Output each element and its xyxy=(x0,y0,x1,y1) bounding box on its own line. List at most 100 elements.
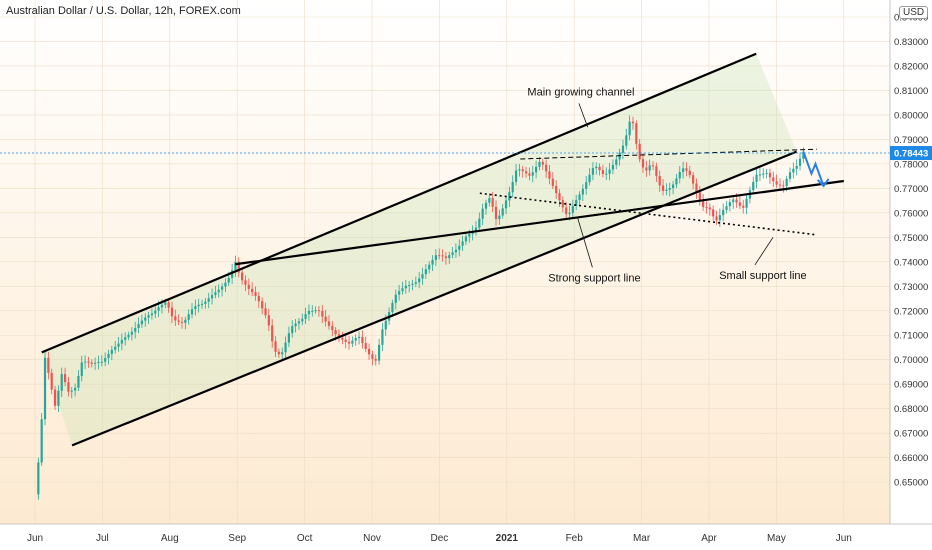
candle-body xyxy=(424,269,427,275)
candle-body xyxy=(180,321,184,323)
candle-body xyxy=(444,256,448,259)
candle-body xyxy=(374,358,377,361)
strong-support-line xyxy=(235,179,844,266)
candle-body xyxy=(508,192,511,201)
candle-body xyxy=(210,295,214,299)
candle-body xyxy=(585,182,588,189)
candle-body xyxy=(331,325,334,331)
candle-body xyxy=(738,202,741,206)
candle-body xyxy=(134,328,137,332)
candle-body xyxy=(194,306,197,310)
candle-body xyxy=(110,349,113,354)
projection-arrowhead xyxy=(816,178,830,188)
candle-body xyxy=(371,354,374,359)
price-tag-label: 0.78443 xyxy=(894,149,928,160)
candle-body xyxy=(398,291,401,295)
candle-body xyxy=(190,309,194,315)
candle-body xyxy=(541,161,544,165)
candle-body xyxy=(414,282,417,284)
candle-body xyxy=(120,339,123,344)
candle-body xyxy=(130,331,133,335)
annotation-label: Small support line xyxy=(719,270,806,282)
candle-body xyxy=(264,308,267,316)
candle-body xyxy=(798,158,802,166)
candle-body xyxy=(57,390,60,406)
x-tick-label: Sep xyxy=(228,533,246,544)
x-tick-label: Feb xyxy=(566,533,584,544)
candle-body xyxy=(461,241,464,246)
candle-body xyxy=(802,151,805,159)
candle-body xyxy=(90,362,93,364)
candle-body xyxy=(571,206,574,213)
y-tick-label: 0.65000 xyxy=(894,478,928,489)
candle-body xyxy=(418,278,421,283)
candle-body xyxy=(661,185,665,191)
candle-body xyxy=(605,173,608,175)
candle-body xyxy=(758,174,762,176)
candle-body xyxy=(200,303,204,305)
candle-body xyxy=(705,207,708,209)
candle-body xyxy=(411,283,414,285)
candle-body xyxy=(408,284,411,286)
candle-body xyxy=(381,329,384,345)
candle-body xyxy=(478,218,481,228)
candle-body xyxy=(545,164,548,172)
candle-body xyxy=(53,389,57,406)
candle-body xyxy=(708,207,711,210)
candle-body xyxy=(357,336,361,338)
candle-body xyxy=(170,307,174,317)
candle-body xyxy=(615,159,618,165)
candle-body xyxy=(441,255,444,257)
candle-body xyxy=(795,165,798,169)
candle-body xyxy=(735,199,738,203)
candle-body xyxy=(521,169,524,172)
candle-body xyxy=(177,320,180,322)
y-axis: 0.65000 0.66000 0.67000 0.68000 0.69000 0.700… xyxy=(889,0,932,550)
candle-body xyxy=(197,304,200,307)
candle-body xyxy=(301,318,304,322)
candle-body xyxy=(725,206,728,210)
candle-body xyxy=(154,310,157,314)
candle-body xyxy=(524,171,528,174)
candle-body xyxy=(247,284,250,289)
candle-body xyxy=(648,165,651,171)
y-tick-label: 0.68000 xyxy=(894,404,928,415)
y-tick-label: 0.72000 xyxy=(894,306,928,317)
candle-body xyxy=(782,185,785,187)
y-tick-label: 0.73000 xyxy=(894,282,928,293)
candle-body xyxy=(681,168,685,172)
candle-body xyxy=(575,200,578,207)
x-axis-panel xyxy=(0,524,932,550)
candle-body xyxy=(491,198,494,207)
candle-body xyxy=(655,166,658,176)
candle-body xyxy=(287,333,290,343)
annotations: Main growing channel Strong support line S… xyxy=(527,86,806,284)
currency-button[interactable]: USD xyxy=(899,6,929,19)
candle-body xyxy=(608,169,611,174)
y-tick-label: 0.74000 xyxy=(894,257,928,268)
candle-body xyxy=(224,282,227,287)
candle-body xyxy=(261,301,264,309)
projection-path xyxy=(802,151,825,187)
candle-body xyxy=(568,212,571,215)
candle-body xyxy=(678,171,681,179)
candle-body xyxy=(695,183,698,193)
candle-body xyxy=(698,192,701,201)
candle-body xyxy=(237,261,240,273)
candle-body xyxy=(334,330,337,335)
annotation-arrow xyxy=(577,217,593,268)
candle-body xyxy=(117,343,120,347)
candle-body xyxy=(762,173,765,175)
candle-body xyxy=(728,202,731,207)
candle-body xyxy=(538,161,541,167)
candle-body xyxy=(494,206,498,220)
candle-body xyxy=(234,261,237,271)
candle-body xyxy=(391,302,394,313)
candle-body xyxy=(504,200,508,209)
candle-body xyxy=(641,159,645,168)
small-support-line xyxy=(479,192,817,236)
candle-body xyxy=(311,310,314,312)
x-axis: Jun Jul Aug Sep Oct Nov Dec 2021 Feb Mar Apr May Jun xyxy=(0,523,932,550)
candle-body xyxy=(702,200,705,208)
candle-body xyxy=(498,215,501,220)
